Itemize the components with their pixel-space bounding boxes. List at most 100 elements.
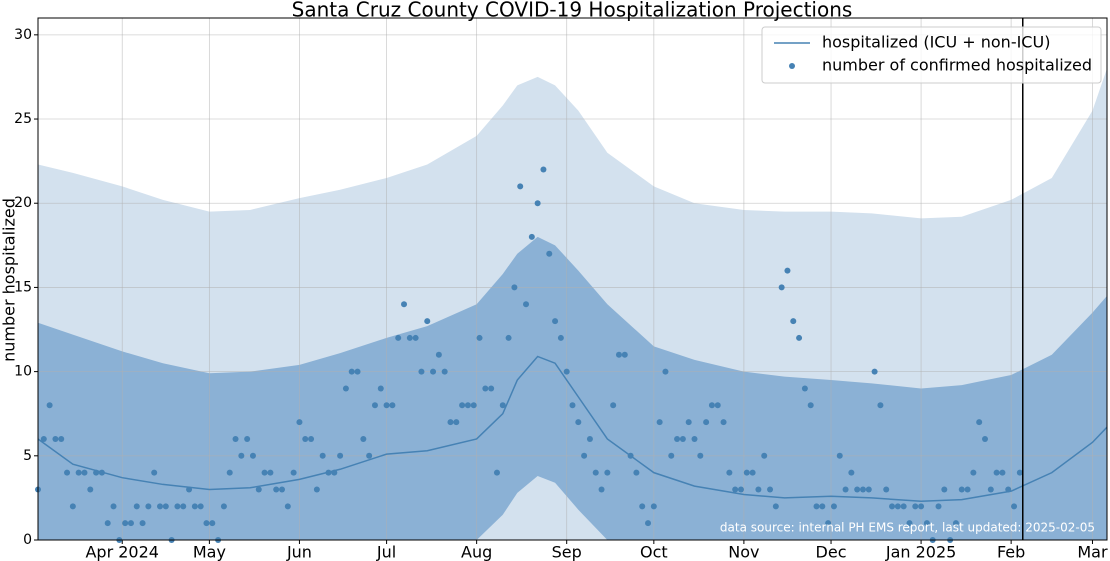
data-point — [842, 486, 849, 493]
data-point — [348, 368, 355, 375]
legend-box — [761, 26, 1102, 84]
data-point — [674, 435, 681, 442]
data-point — [720, 419, 727, 426]
data-point — [424, 318, 431, 325]
x-tick-label: Jun — [286, 543, 312, 561]
data-point — [749, 469, 756, 476]
data-point — [801, 385, 808, 392]
data-point — [854, 486, 861, 493]
data-point — [714, 402, 721, 409]
data-point — [430, 368, 437, 375]
data-point — [546, 250, 553, 257]
data-point — [342, 385, 349, 392]
data-point — [778, 284, 785, 291]
data-point — [889, 503, 896, 510]
data-point — [569, 402, 576, 409]
data-point — [807, 402, 814, 409]
data-point — [435, 351, 442, 358]
x-tick-label: Oct — [640, 543, 668, 561]
data-point — [604, 469, 611, 476]
x-tick-label: Apr 2024 — [85, 543, 158, 561]
data-point — [244, 435, 251, 442]
data-point — [337, 452, 344, 459]
data-point — [598, 486, 605, 493]
data-point — [186, 486, 193, 493]
x-tick-label: Nov — [728, 543, 759, 561]
data-point — [238, 452, 245, 459]
y-tick-label: 10 — [14, 364, 32, 380]
data-point — [1016, 469, 1023, 476]
data-point — [81, 469, 88, 476]
data-point — [145, 503, 152, 510]
data-point — [284, 503, 291, 510]
data-point — [162, 503, 169, 510]
y-tick-label: 30 — [14, 27, 32, 43]
data-point — [563, 368, 570, 375]
data-point — [1005, 486, 1012, 493]
data-point — [610, 402, 617, 409]
data-point — [75, 469, 82, 476]
data-point — [308, 435, 315, 442]
data-point — [203, 520, 210, 527]
y-tick-label: 15 — [14, 279, 32, 295]
data-point — [923, 520, 930, 527]
data-point — [743, 469, 750, 476]
data-point — [586, 435, 593, 442]
y-tick-label: 25 — [14, 111, 32, 127]
data-point — [139, 520, 146, 527]
data-point — [470, 402, 477, 409]
y-tick-label: 0 — [23, 532, 32, 548]
data-point — [331, 469, 338, 476]
data-point — [453, 419, 460, 426]
data-point — [552, 318, 559, 325]
data-point — [290, 469, 297, 476]
data-point — [517, 183, 524, 190]
data-point — [970, 469, 977, 476]
data-point — [389, 402, 396, 409]
data-point — [395, 334, 402, 341]
data-point — [894, 503, 901, 510]
data-point — [877, 402, 884, 409]
data-point — [366, 452, 373, 459]
y-axis-label: number hospitalized — [0, 198, 19, 362]
data-point — [575, 419, 582, 426]
data-point — [447, 419, 454, 426]
data-point — [767, 486, 774, 493]
data-point — [377, 385, 384, 392]
data-point — [912, 503, 919, 510]
data-point — [191, 503, 198, 510]
data-point — [493, 469, 500, 476]
data-point — [511, 284, 518, 291]
data-point — [267, 469, 274, 476]
plot-frame — [37, 17, 1108, 541]
data-point — [319, 452, 326, 459]
legend-label: number of confirmed hospitalized — [822, 56, 1092, 75]
x-tick-label: Mar — [1077, 543, 1108, 561]
x-tick-label: Dec — [816, 543, 847, 561]
data-point — [592, 469, 599, 476]
data-point — [58, 435, 65, 442]
data-point — [691, 435, 698, 442]
x-tick-label: May — [193, 543, 226, 561]
data-point — [1011, 503, 1018, 510]
data-point — [540, 166, 547, 173]
data-point — [621, 351, 628, 358]
data-point — [226, 469, 233, 476]
data-point — [528, 233, 535, 240]
data-point — [52, 435, 59, 442]
data-point — [46, 402, 53, 409]
data-point — [209, 520, 216, 527]
data-point — [488, 385, 495, 392]
data-point — [401, 301, 408, 308]
data-point — [87, 486, 94, 493]
data-point — [127, 520, 134, 527]
data-point — [615, 351, 622, 358]
data-point — [952, 520, 959, 527]
data-point — [104, 520, 111, 527]
data-point — [499, 402, 506, 409]
data-point — [180, 503, 187, 510]
data-point — [534, 200, 541, 207]
data-point — [302, 435, 309, 442]
data-point — [981, 435, 988, 442]
x-tick-label: Jan 2025 — [885, 543, 956, 561]
